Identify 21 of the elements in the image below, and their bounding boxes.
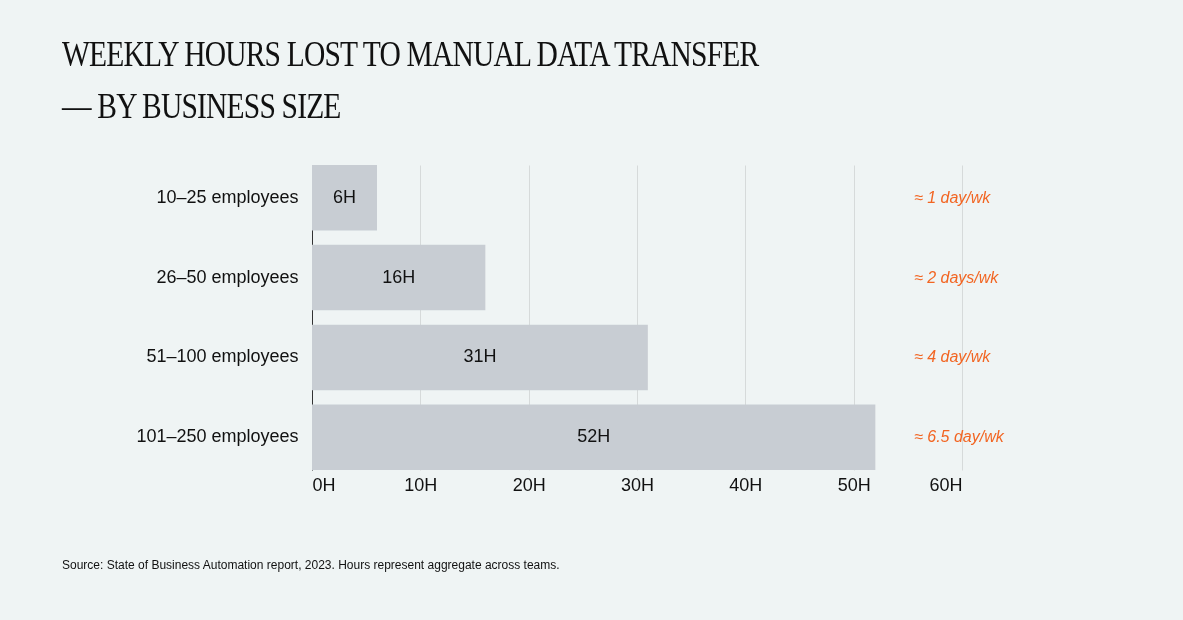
x-tick-label: 60H: [929, 474, 963, 495]
data-label: 16H: [382, 266, 416, 287]
annotation: ≈ 6.5 day/wk: [914, 428, 1005, 446]
x-tick-label: 30H: [620, 474, 655, 495]
annotation: ≈ 2 days/wk: [914, 268, 1000, 286]
data-label: 52H: [577, 426, 611, 447]
y-tick-label: 101–250 employees: [136, 426, 299, 447]
x-tick-label: 0H: [312, 474, 336, 495]
y-tick-label: 51–100 employees: [146, 346, 299, 367]
data-label: 31H: [463, 346, 497, 367]
y-tick-label: 10–25 employees: [156, 186, 299, 207]
x-tick-label: 50H: [837, 474, 871, 495]
y-tick-label: 26–50 employees: [156, 266, 299, 287]
annotation: ≈ 1 day/wk: [914, 188, 992, 206]
chart-title: WEEKLY HOURS LOST TO MANUAL DATA TRANSFER — BY BUSINESS SIZE: [62, 33, 760, 128]
source-note: Source: State of Business Automation report, 2023. Hours represent aggregate across teams.: [62, 558, 560, 572]
annotation: ≈ 4 day/wk: [914, 348, 992, 366]
x-tick-label: 40H: [729, 474, 763, 495]
x-tick-label: 20H: [512, 474, 546, 495]
data-label: 6H: [332, 186, 357, 207]
x-tick-label: 10H: [404, 474, 438, 495]
